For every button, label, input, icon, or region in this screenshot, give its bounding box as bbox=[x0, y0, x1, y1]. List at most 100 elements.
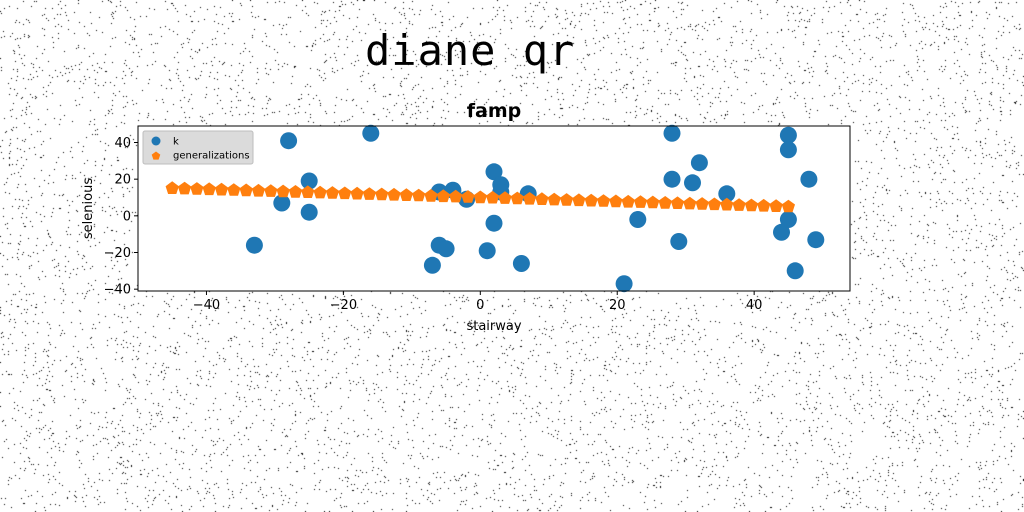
data-point bbox=[338, 186, 352, 200]
data-point bbox=[596, 194, 611, 207]
data-point bbox=[683, 196, 697, 210]
data-point bbox=[478, 242, 496, 260]
data-point bbox=[301, 185, 315, 198]
y-tick-label: −20 bbox=[104, 246, 131, 261]
x-tick-label: 40 bbox=[746, 298, 763, 313]
x-tick-label: −40 bbox=[193, 298, 220, 313]
data-point bbox=[547, 192, 561, 206]
data-point bbox=[633, 195, 648, 208]
legend-marker bbox=[151, 151, 161, 160]
data-point bbox=[781, 199, 795, 213]
legend-box bbox=[142, 130, 254, 165]
data-point bbox=[437, 240, 455, 258]
series-2 bbox=[165, 181, 795, 213]
data-point bbox=[720, 197, 734, 211]
data-point bbox=[670, 196, 685, 209]
data-point bbox=[245, 236, 263, 254]
y-tick-label: 40 bbox=[114, 136, 131, 151]
data-point bbox=[498, 191, 512, 204]
data-point bbox=[621, 194, 635, 208]
data-point bbox=[486, 190, 500, 204]
data-point bbox=[779, 211, 797, 228]
data-point bbox=[436, 189, 450, 203]
data-point bbox=[485, 163, 503, 181]
data-point bbox=[412, 188, 426, 202]
data-point bbox=[264, 184, 278, 197]
data-point bbox=[399, 188, 413, 201]
data-point bbox=[559, 193, 574, 206]
plot-frame bbox=[137, 125, 851, 292]
data-point bbox=[684, 174, 701, 192]
y-axis-label: selenious bbox=[81, 178, 96, 239]
data-point bbox=[251, 183, 266, 197]
data-point bbox=[773, 223, 790, 241]
data-point bbox=[732, 198, 746, 211]
data-point bbox=[165, 181, 179, 194]
data-point bbox=[670, 233, 688, 250]
data-point bbox=[663, 170, 681, 188]
data-point bbox=[190, 182, 204, 195]
legend-marker bbox=[151, 136, 161, 146]
data-point bbox=[202, 182, 216, 196]
data-point bbox=[325, 186, 340, 199]
data-point bbox=[535, 192, 549, 205]
x-tick-label: −20 bbox=[330, 298, 357, 313]
data-point bbox=[744, 198, 759, 212]
y-tick-label: 0 bbox=[123, 209, 131, 224]
data-point bbox=[769, 199, 783, 212]
data-point bbox=[387, 187, 401, 201]
x-tick-label: 20 bbox=[609, 298, 626, 313]
legend-label: k bbox=[173, 137, 179, 148]
data-point bbox=[375, 187, 389, 201]
series-1 bbox=[245, 124, 825, 293]
x-axis-label: stairway bbox=[466, 319, 521, 334]
data-point bbox=[424, 189, 438, 202]
data-point bbox=[362, 124, 380, 142]
data-point bbox=[461, 190, 475, 203]
data-point bbox=[757, 198, 771, 212]
legend-label: generalizations bbox=[173, 151, 250, 162]
data-point bbox=[449, 189, 463, 203]
data-point bbox=[239, 183, 253, 197]
data-point bbox=[227, 183, 241, 196]
data-point bbox=[779, 126, 797, 144]
data-point bbox=[485, 214, 503, 232]
data-point bbox=[177, 181, 192, 195]
data-point bbox=[288, 185, 303, 198]
chart-title: famp bbox=[467, 100, 522, 122]
figure-suptitle: diane qr bbox=[365, 26, 576, 75]
data-point bbox=[786, 262, 804, 280]
data-point bbox=[695, 197, 709, 210]
y-tick-label: −40 bbox=[104, 283, 131, 298]
data-point bbox=[522, 192, 537, 205]
data-point bbox=[572, 193, 586, 207]
data-point bbox=[615, 275, 633, 293]
data-point bbox=[510, 191, 524, 205]
data-point bbox=[300, 172, 318, 190]
data-point bbox=[512, 255, 530, 272]
data-point bbox=[609, 194, 623, 208]
data-point bbox=[313, 185, 327, 199]
data-point bbox=[800, 170, 818, 188]
data-point bbox=[779, 141, 797, 159]
data-point bbox=[350, 186, 364, 200]
data-point bbox=[362, 187, 377, 200]
x-tick-label: 0 bbox=[476, 298, 484, 313]
data-point bbox=[629, 211, 647, 228]
data-point bbox=[663, 124, 681, 142]
data-point bbox=[276, 184, 290, 198]
y-tick-label: 20 bbox=[114, 173, 131, 188]
data-point bbox=[690, 154, 708, 172]
data-point bbox=[658, 196, 672, 209]
data-point bbox=[280, 132, 298, 150]
data-point bbox=[584, 193, 598, 207]
data-point bbox=[718, 185, 736, 203]
data-point bbox=[273, 194, 291, 212]
data-point bbox=[214, 182, 229, 196]
data-point bbox=[473, 190, 487, 204]
data-point bbox=[646, 195, 660, 209]
data-point bbox=[707, 197, 722, 211]
data-point bbox=[300, 203, 318, 221]
data-point bbox=[423, 256, 441, 274]
